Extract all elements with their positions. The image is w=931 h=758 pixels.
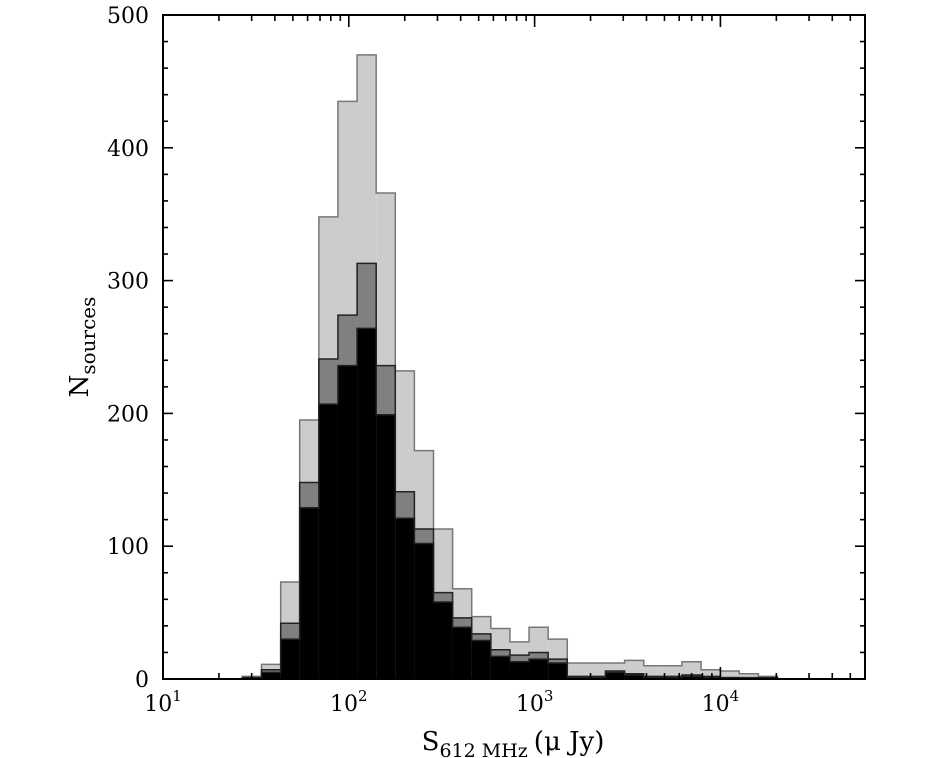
histogram-bar bbox=[452, 627, 472, 679]
histogram-bar bbox=[529, 659, 549, 679]
y-tick-label: 300 bbox=[107, 270, 149, 295]
x-axis-label-main: S bbox=[422, 727, 440, 757]
histogram-bar bbox=[261, 672, 281, 679]
x-axis-label: S612 MHz (μ Jy) bbox=[422, 727, 605, 758]
histogram-bar bbox=[280, 639, 300, 679]
histogram-outline bbox=[241, 54, 779, 679]
histogram-bar bbox=[605, 672, 625, 679]
x-axis-label-sub: 612 MHz bbox=[439, 740, 527, 758]
histogram-bar bbox=[720, 671, 740, 679]
x-tick-label: 103 bbox=[516, 687, 554, 717]
histogram-bar bbox=[739, 673, 759, 679]
y-tick-label: 200 bbox=[107, 402, 149, 427]
y-axis-label-main: N bbox=[65, 375, 95, 398]
histogram-bar bbox=[414, 543, 434, 679]
histogram-bar bbox=[548, 663, 568, 679]
x-axis-label-unit: (μ Jy) bbox=[534, 727, 605, 757]
plot-frame bbox=[162, 14, 866, 680]
x-tick-label: 104 bbox=[702, 687, 740, 717]
y-tick-label: 400 bbox=[107, 137, 149, 162]
histogram-bar bbox=[376, 414, 396, 679]
histogram-bar bbox=[395, 518, 415, 679]
histogram-bar bbox=[701, 669, 721, 679]
plot-bars bbox=[241, 54, 779, 680]
histogram-bar bbox=[337, 365, 358, 679]
x-tick-label: 102 bbox=[330, 687, 368, 717]
y-tick-label: 0 bbox=[135, 668, 149, 693]
y-tick-labels: 0 100 200 300 400 500 bbox=[107, 4, 149, 693]
histogram-outline bbox=[241, 327, 778, 680]
axis-ticks bbox=[162, 14, 866, 680]
histogram-bar bbox=[567, 663, 587, 679]
y-tick-label: 500 bbox=[107, 4, 149, 29]
histogram-bar bbox=[318, 404, 338, 679]
histogram-series-2 bbox=[241, 327, 778, 680]
y-axis-label: Nsources bbox=[65, 297, 100, 398]
y-axis-label-sub: sources bbox=[76, 297, 100, 375]
histogram-bar bbox=[624, 675, 644, 679]
histogram-bar bbox=[299, 507, 319, 679]
y-tick-label: 100 bbox=[107, 535, 149, 560]
histogram-bar bbox=[433, 601, 453, 679]
histogram-bar bbox=[509, 661, 530, 679]
histogram-bar bbox=[471, 640, 491, 679]
x-tick-labels: 101 102 103 104 bbox=[144, 687, 739, 717]
x-tick-label: 101 bbox=[144, 687, 182, 717]
histogram-bar bbox=[357, 328, 377, 679]
